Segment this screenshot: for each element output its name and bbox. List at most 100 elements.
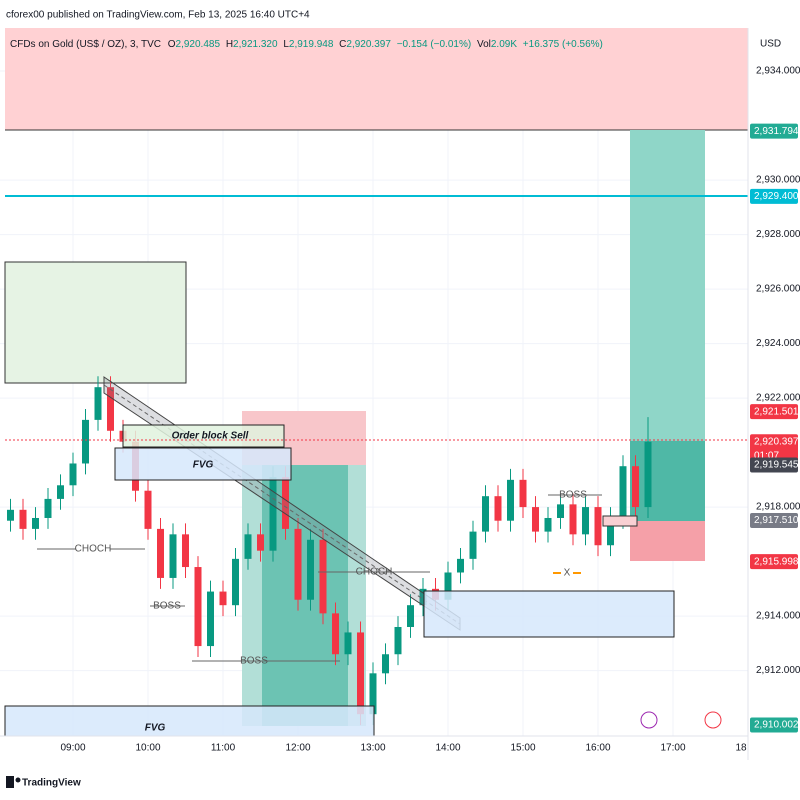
order-block bbox=[122, 424, 285, 448]
price-tag-label: 2,931.794 bbox=[754, 126, 799, 137]
y-tick-label: 2,928.000 bbox=[756, 229, 800, 240]
volume: 2.09K bbox=[491, 39, 517, 50]
candle-body bbox=[469, 531, 477, 559]
candle-body bbox=[307, 539, 314, 600]
candle-body bbox=[557, 504, 564, 518]
price-tag bbox=[750, 717, 798, 733]
price-tag bbox=[750, 457, 798, 473]
candle-body bbox=[107, 387, 114, 431]
candle-body bbox=[582, 507, 589, 535]
price-tag-label: 2,915.998 bbox=[754, 556, 799, 567]
choch-label: CHOCH bbox=[75, 544, 112, 555]
logo-mark bbox=[6, 776, 14, 788]
price-tag bbox=[750, 188, 798, 204]
candle-body bbox=[269, 477, 277, 551]
candle-body bbox=[457, 558, 464, 573]
quote-value: 2,920.397 bbox=[346, 39, 391, 50]
candle-body bbox=[257, 534, 264, 551]
price-tag bbox=[750, 404, 798, 420]
candle-body bbox=[607, 517, 614, 546]
candle-body bbox=[19, 509, 27, 529]
long-stop bbox=[630, 521, 705, 561]
x-tick-label: 16:00 bbox=[585, 743, 610, 754]
fvg-box bbox=[4, 705, 375, 737]
volume-key: Vol bbox=[477, 39, 491, 50]
candle-body bbox=[532, 507, 539, 532]
x-tick-label: 11:00 bbox=[211, 743, 236, 754]
countdown: 01:07 bbox=[754, 450, 779, 461]
candle-body bbox=[44, 498, 52, 518]
candle-body bbox=[482, 496, 489, 532]
boss-label: BOSS bbox=[240, 656, 268, 667]
brand: TradingView bbox=[22, 778, 81, 789]
candle-body bbox=[407, 605, 414, 627]
quote-key: H bbox=[226, 39, 233, 50]
candle-body bbox=[632, 466, 639, 508]
fvg-box bbox=[114, 447, 292, 481]
fvg-label: FVG bbox=[145, 723, 166, 734]
y-tick-label: 2,926.000 bbox=[756, 284, 800, 295]
y-tick-label: 2,924.000 bbox=[756, 338, 800, 349]
time-axis bbox=[0, 736, 748, 760]
y-tick-label: 2,934.000 bbox=[756, 66, 800, 77]
header-bg bbox=[5, 35, 745, 53]
symbol: CFDs on Gold (US$ / OZ), 3, TVC bbox=[10, 39, 161, 50]
price-tag-label: 2,929.400 bbox=[754, 191, 799, 202]
choch-label: CHOCH bbox=[356, 567, 393, 578]
x-tick-label: 12:00 bbox=[285, 743, 310, 754]
quote-value: 2,921.320 bbox=[233, 39, 278, 50]
boss-label: BOSS bbox=[153, 601, 181, 612]
flag-icon[interactable] bbox=[704, 711, 722, 729]
quote-line: CFDs on Gold (US$ / OZ), 3, TVC O2,920.4… bbox=[10, 39, 603, 50]
candle-body bbox=[319, 539, 327, 614]
candle-body bbox=[32, 517, 39, 529]
price-tag bbox=[750, 434, 798, 465]
boss-label: BOSS bbox=[559, 490, 587, 501]
candle-body bbox=[219, 591, 227, 606]
x-tick-label: 15:00 bbox=[510, 743, 535, 754]
x-tick-label: 09:00 bbox=[60, 743, 85, 754]
candle-body bbox=[157, 528, 164, 578]
candle-body bbox=[357, 632, 364, 715]
quote-key: C bbox=[339, 39, 346, 50]
candle-body bbox=[444, 572, 452, 600]
fvg-label: FVG bbox=[193, 460, 214, 471]
candle-body bbox=[194, 567, 202, 647]
day-change: +16.375 (+0.56%) bbox=[523, 39, 603, 50]
y-tick-label: 2,912.000 bbox=[756, 665, 800, 676]
x-tick-label: 13:00 bbox=[360, 743, 385, 754]
entry-box bbox=[602, 515, 638, 527]
candle-body bbox=[7, 509, 14, 521]
candle-body bbox=[244, 534, 252, 559]
candle-body bbox=[332, 613, 339, 655]
price-tag bbox=[750, 123, 798, 139]
label-bg bbox=[76, 543, 110, 555]
quote-key: L bbox=[283, 39, 289, 50]
publisher-line: cforex00 published on TradingView.com, F… bbox=[6, 10, 310, 21]
y-tick-label: 2,930.000 bbox=[756, 175, 800, 186]
long-open bbox=[630, 441, 705, 521]
price-tag-label: 2,910.002 bbox=[754, 720, 799, 731]
candle-body bbox=[94, 387, 102, 420]
quote-value: 2,920.485 bbox=[176, 39, 221, 50]
candle-body bbox=[144, 490, 152, 529]
candle-body bbox=[69, 463, 77, 486]
price-tag bbox=[750, 512, 798, 528]
candle-body bbox=[644, 441, 652, 508]
long-target bbox=[630, 130, 705, 441]
currency: USD bbox=[760, 39, 781, 50]
x-label: X bbox=[564, 568, 571, 579]
candle-body bbox=[507, 479, 514, 521]
candle-body bbox=[207, 591, 214, 647]
candle-body bbox=[519, 479, 527, 508]
candle-body bbox=[382, 654, 389, 674]
candle-body bbox=[182, 534, 189, 568]
candle-body bbox=[594, 507, 602, 546]
x-tick-label: 17:00 bbox=[660, 743, 685, 754]
event-icon[interactable] bbox=[640, 711, 658, 729]
price-tag-label: 2,917.510 bbox=[754, 515, 799, 526]
candle-body bbox=[294, 528, 302, 600]
candle-body bbox=[57, 485, 64, 499]
candle-body bbox=[232, 558, 239, 606]
quote-key: O bbox=[168, 39, 176, 50]
